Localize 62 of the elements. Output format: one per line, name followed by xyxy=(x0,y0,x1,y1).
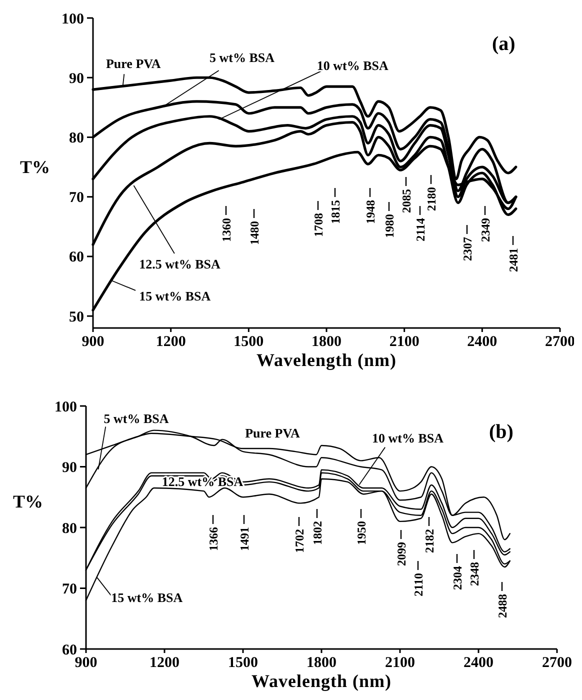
y-tick-label: 60 xyxy=(62,642,77,658)
x-tick-label: 2100 xyxy=(385,655,415,671)
annotation: 2085 xyxy=(400,189,414,213)
annotation: 1366 xyxy=(206,527,220,551)
y-tick-label: 80 xyxy=(69,130,84,146)
series-label: 15 wt% BSA xyxy=(111,590,184,606)
y-tick-label: 80 xyxy=(62,520,77,537)
annotation: 2307 xyxy=(460,237,474,261)
x-tick-label: 900 xyxy=(82,334,104,350)
x-tick-label: 1800 xyxy=(306,655,336,671)
annotation: 1708 xyxy=(312,213,326,237)
annotation: 2348 xyxy=(468,562,482,586)
y-axis-title: T% xyxy=(13,492,44,512)
annotation: 1802 xyxy=(310,521,324,545)
annotation: 1491 xyxy=(238,527,252,551)
annotation: 1702 xyxy=(292,529,306,553)
text: 15 wt% BSA xyxy=(139,288,212,304)
series-label: Pure PVA xyxy=(245,426,300,441)
annotation: 2099 xyxy=(394,542,408,566)
text: 5 wt% BSA xyxy=(209,50,276,66)
annotation: 2182 xyxy=(422,529,436,553)
annotation: 1480 xyxy=(248,221,262,245)
y-tick-label: 70 xyxy=(69,190,84,206)
y-tick-label: 100 xyxy=(54,399,77,416)
annotation: 2488 xyxy=(496,594,510,618)
annotation: 2481 xyxy=(506,248,520,272)
annotation: 2304 xyxy=(450,566,464,590)
x-tick-label: 1200 xyxy=(150,655,180,671)
x-tick-label: 900 xyxy=(74,655,98,671)
annotation: 1950 xyxy=(354,521,368,545)
y-tick-label: 70 xyxy=(62,582,77,598)
annotation: 2349 xyxy=(478,218,492,242)
y-tick-label: 90 xyxy=(69,70,84,87)
y-tick-label: 100 xyxy=(62,11,84,28)
y-tick-label: 50 xyxy=(69,309,84,326)
annotation: 1360 xyxy=(220,218,234,242)
annotation: 2180 xyxy=(424,187,438,211)
text: 10 wt% BSA xyxy=(372,430,444,446)
x-axis-title: Wavelength (nm) xyxy=(252,671,392,691)
text: 10 wt% BSA xyxy=(316,58,390,73)
annotation: 1815 xyxy=(328,200,342,224)
text: (b) xyxy=(489,421,514,443)
x-tick-label: 1200 xyxy=(156,334,186,350)
y-tick-label: 90 xyxy=(62,460,77,476)
text: 12.5 wt% BSA xyxy=(139,256,222,272)
x-tick-label: 2400 xyxy=(464,655,494,671)
x-tick-label: 1800 xyxy=(312,334,342,350)
y-axis-title: T% xyxy=(20,157,50,177)
annotation: 2110 xyxy=(412,573,426,596)
x-axis-title: Wavelength (nm) xyxy=(256,350,396,370)
x-tick-label: 2400 xyxy=(467,334,498,350)
x-tick-label: 1500 xyxy=(234,334,264,350)
x-tick-label: 2100 xyxy=(389,334,420,350)
y-tick-label: 60 xyxy=(69,250,84,266)
series-label: Pure PVA xyxy=(106,56,162,72)
x-tick-label: 1500 xyxy=(228,655,258,671)
annotation: 2114 xyxy=(414,218,428,242)
annotation: 1980 xyxy=(382,214,396,238)
x-tick-label: 2700 xyxy=(542,655,572,671)
series-label: 5 wt% BSA xyxy=(104,411,170,426)
annotation: 1948 xyxy=(364,200,378,224)
text: (a) xyxy=(492,33,516,55)
